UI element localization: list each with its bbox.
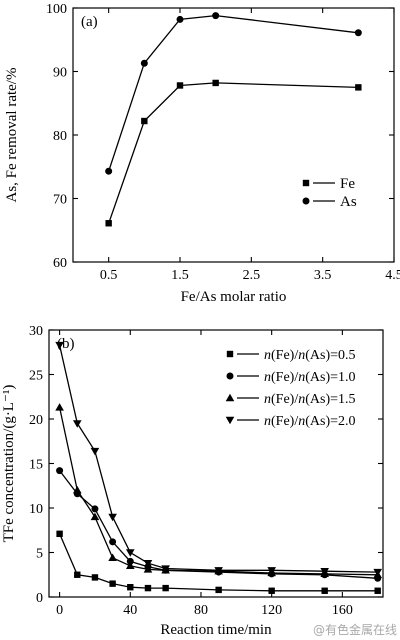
data-point (109, 538, 117, 546)
data-point (321, 587, 328, 594)
legend-label: n(Fe)/n(As)=2.0 (264, 414, 356, 429)
series-4 (55, 341, 382, 577)
y-tick-label: 20 (29, 413, 43, 428)
data-point (90, 447, 100, 456)
x-tick-label: 120 (261, 603, 282, 618)
series-line (108, 14, 359, 172)
series-3 (55, 403, 382, 578)
x-tick-label: 0 (56, 603, 63, 618)
x-tick-label: 3.5 (314, 268, 332, 283)
data-point (91, 574, 99, 581)
series-line (108, 82, 359, 224)
data-point (141, 117, 148, 125)
y-tick-label: 15 (29, 458, 43, 473)
y-tick-label: 30 (29, 324, 43, 339)
chart-panel-b: 0 40 80 120 160 0 5 10 15 20 25 30 (b) Reaction time/… (1, 324, 384, 638)
data-point (215, 586, 222, 594)
series-line (59, 533, 378, 592)
y-axis-label: TFe concentration/(g·L⁻¹) (1, 385, 17, 543)
x-tick-label: 1.5 (171, 268, 189, 283)
data-point (144, 584, 152, 592)
y-tick-label: 10 (29, 502, 43, 517)
legend: Fe As (302, 176, 357, 210)
data-point (56, 530, 63, 538)
data-point (161, 565, 170, 573)
data-point (108, 513, 117, 522)
series-1 (105, 79, 362, 227)
legend-marker (226, 350, 234, 358)
x-tick-label: 4.5 (385, 268, 400, 283)
data-point (355, 84, 362, 91)
data-point (268, 587, 275, 594)
legend-label: n(Fe)/n(As)=1.5 (264, 392, 356, 407)
series-line (58, 407, 378, 576)
y-tick-label: 70 (53, 193, 67, 208)
x-tick-label: 40 (123, 603, 137, 618)
y-tick-label: 5 (36, 547, 43, 562)
watermark-text: @有色金属在线 (313, 622, 397, 637)
data-point (90, 512, 100, 521)
data-point (72, 485, 82, 494)
legend-marker (302, 197, 310, 205)
series-2 (105, 12, 362, 175)
panel-label: (a) (81, 14, 98, 30)
y-tick-label: 25 (29, 369, 43, 384)
data-point (212, 12, 220, 20)
y-tick-label: 60 (53, 256, 67, 271)
data-point (72, 420, 82, 428)
legend-label: Fe (340, 176, 355, 192)
data-point (126, 557, 134, 565)
data-point (214, 567, 223, 575)
panel-label: (b) (57, 336, 75, 352)
data-point (176, 15, 184, 23)
data-point (55, 403, 64, 411)
legend-marker (225, 393, 235, 402)
data-point (105, 167, 113, 175)
data-point (108, 553, 117, 562)
y-tick-label: 90 (53, 66, 67, 81)
y-tick-label: 100 (46, 2, 67, 17)
data-point (109, 580, 116, 587)
y-tick-label: 80 (53, 129, 67, 144)
data-point (373, 568, 382, 577)
legend-label: n(Fe)/n(As)=1.0 (264, 370, 356, 385)
data-point (212, 79, 219, 87)
data-point (354, 29, 362, 37)
x-tick-label: 0.5 (100, 268, 118, 283)
y-tick-label: 0 (36, 591, 43, 606)
data-point (143, 565, 153, 573)
series-line (59, 470, 378, 579)
data-point (56, 467, 64, 475)
data-point (162, 584, 169, 592)
data-point (125, 549, 135, 557)
data-point (267, 567, 276, 575)
x-axis-label: Fe/As molar ratio (181, 289, 287, 305)
x-tick-label: 2.5 (243, 268, 261, 283)
legend-marker (225, 416, 235, 425)
x-tick-label: 80 (194, 603, 208, 618)
data-point (127, 584, 134, 591)
legend-label: n(Fe)/n(As)=0.5 (264, 348, 356, 363)
data-point (55, 341, 64, 350)
y-axis-label: As, Fe removal rate/% (4, 68, 20, 203)
data-point (91, 505, 99, 513)
legend-marker (226, 372, 234, 380)
chart-panel-a: 0.5 1.5 2.5 3.5 4.5 60 70 80 90 100 (a) Fe/As molar… (4, 2, 400, 305)
data-point (374, 587, 381, 594)
data-point (176, 82, 184, 89)
legend-marker (302, 179, 310, 187)
data-point (105, 220, 112, 227)
series-1 (56, 530, 381, 594)
data-point (140, 59, 148, 67)
data-point (74, 571, 81, 578)
data-point (320, 567, 329, 576)
legend: n(Fe)/n(As)=0.5 n(Fe)/n(As)=1.0 n(Fe)/n(As… (225, 348, 356, 429)
legend-label: As (340, 194, 357, 210)
x-tick-label: 160 (332, 603, 353, 618)
series-2 (56, 467, 382, 582)
x-axis-label: Reaction time/min (160, 622, 272, 638)
data-point (125, 561, 135, 570)
data-point (143, 559, 153, 568)
